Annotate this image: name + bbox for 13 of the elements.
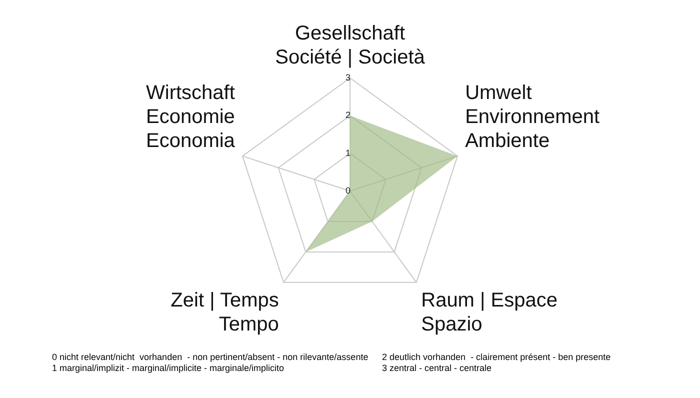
spoke-label: Zeit | Temps Tempo [170,289,279,336]
text: 2 deutlich vorhanden - clairement présent - ben presente [382,352,612,363]
text: 3 zentral - central - centrale [382,363,493,374]
spoke-label: Gesellschaft Société | Società [275,22,426,69]
spoke-label: Wirtschaft Economie Economia [146,82,236,152]
y-tick-label: 2 [345,110,351,120]
y-tick-label: 1 [345,148,351,158]
y-tick-label: 0 [345,185,351,196]
spoke-label: Raum | Espace Spazio [421,289,558,336]
text: 0 nicht relevant/nicht vorhanden - non pertinent/absent - non rilevante/assente [52,352,370,363]
y-tick-label: 3 [345,72,351,82]
text: 1 marginal/implizit - marginal/implicite - marginale/implicito [52,363,286,374]
spoke-label: Umwelt Environnement Ambiente [465,82,600,152]
